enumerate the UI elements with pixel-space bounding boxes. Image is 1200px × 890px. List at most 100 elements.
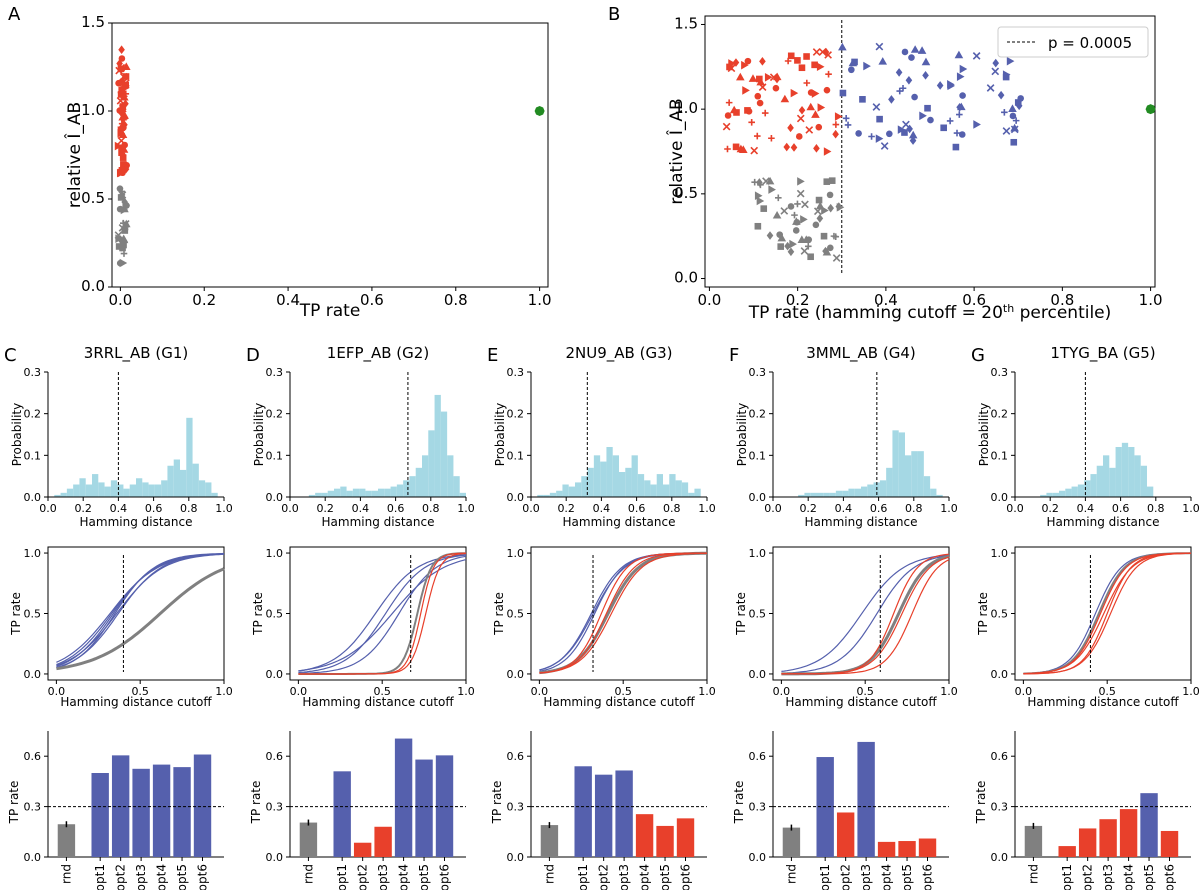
histogram-bar — [1040, 494, 1047, 497]
bar-category-label: opt2 — [356, 864, 370, 890]
panel-b-blue-point — [844, 121, 852, 129]
histogram-bar — [98, 482, 105, 497]
panel-b-blue-point — [909, 136, 917, 145]
hist-ytick-label: 0.2 — [24, 408, 42, 421]
panel-b-blue-point — [959, 64, 968, 74]
panel-a-ytick-label: 0.0 — [81, 277, 105, 295]
histogram-bar — [835, 490, 843, 497]
panel-b-native-point — [1145, 104, 1156, 115]
curve-ytick-label: 0.5 — [24, 608, 42, 621]
histogram-bar — [1147, 486, 1154, 497]
curve-xtick-label: 1.0 — [1182, 685, 1200, 698]
panel-a-random-point — [116, 259, 124, 267]
hist-xtick-label: 0.8 — [1147, 502, 1165, 515]
panel-b-blue-point — [991, 67, 1000, 76]
panel-f-label: F — [729, 345, 739, 366]
hist-ytick-label: 0.1 — [24, 449, 42, 462]
bar-category-label: opt6 — [679, 864, 693, 890]
bar-category-label: opt4 — [155, 864, 169, 890]
panel-b-blue-point — [986, 84, 995, 92]
panel-a-optimal-point — [122, 81, 129, 89]
histogram-bar — [911, 451, 918, 497]
panel-a-optimal-point — [120, 161, 127, 168]
hist-xtick-label: 1.0 — [457, 502, 475, 515]
histogram-bar — [936, 494, 943, 497]
panel-b-ylabel: relative Î_AB — [665, 98, 687, 204]
bar-ylabel: TP rate — [490, 781, 504, 825]
curve-axes-frame — [1014, 546, 1192, 681]
panel-b-red-point — [812, 48, 821, 56]
hist-ytick-label: 0.3 — [24, 366, 42, 379]
panel-b-red-point — [811, 110, 820, 118]
tp-bar-opt2 — [1078, 828, 1097, 857]
panel-b-blue-point — [922, 71, 929, 80]
panel-b-gray-point — [800, 247, 809, 255]
histogram-bar — [1059, 490, 1066, 497]
tp-bar-opt6 — [918, 838, 937, 857]
histogram-bar — [810, 492, 817, 497]
bar-ytick-label: 0.0 — [991, 851, 1009, 864]
histogram-bar — [568, 486, 575, 497]
histogram-bar — [867, 484, 874, 497]
tp-bar-opt4 — [152, 764, 171, 857]
curve-ytick-label: 0.0 — [991, 668, 1009, 681]
tp-bar-opt1 — [333, 771, 351, 857]
bar-category-label: opt1 — [335, 864, 349, 890]
histogram-bar — [1071, 486, 1078, 497]
histogram-bar — [148, 484, 155, 497]
panel-b-blue-point — [876, 115, 883, 123]
tp-bar-opt1 — [91, 773, 109, 857]
panel-a-optimal-point — [118, 164, 126, 172]
panel-b-gray-point — [836, 202, 845, 212]
bar-category-label: opt6 — [438, 864, 452, 890]
histogram-bar — [644, 480, 651, 497]
panel-b-xtick-label: 1.0 — [1139, 291, 1163, 309]
blue-tp-curve — [539, 552, 707, 672]
panel-b-red-point — [736, 72, 745, 81]
panel-b-red-point — [815, 123, 823, 131]
bar-category-label: opt3 — [376, 864, 390, 890]
panel-b-gray-point — [789, 239, 797, 249]
bar-category-label: opt4 — [397, 864, 411, 890]
histogram-bar — [650, 484, 657, 497]
panel-b-red-point — [741, 60, 749, 70]
curve-xtick-label: 0.0 — [531, 685, 549, 698]
bar-category-label: opt4 — [638, 864, 652, 890]
tp-bar-opt3 — [132, 768, 150, 857]
histogram-bar — [1134, 455, 1141, 497]
panel-d: 1EFP_AB (G2) 0.0 0.2 0.4 0.6 0.8 1.0 0.0 0.1 0.2 0… — [249, 344, 475, 890]
bar-ytick-label: 0.3 — [507, 801, 525, 814]
curve-xlabel: Hamming distance cutoff — [302, 695, 454, 709]
curve-xtick-label: 1.0 — [215, 685, 233, 698]
tp-bar-opt1 — [574, 766, 592, 857]
panel-b-red-point — [806, 102, 816, 111]
hist-xtick-label: 0.0 — [522, 502, 540, 515]
bar-category-label: opt5 — [900, 864, 914, 890]
red-tp-curve — [539, 552, 707, 674]
panel-b-gray-point — [828, 177, 836, 184]
histogram-bar — [434, 394, 441, 497]
histogram-bar — [1121, 442, 1129, 497]
panel-b-blue-point — [940, 124, 947, 132]
bar-category-label: opt2 — [597, 864, 611, 890]
panel-b-blue-point — [897, 125, 906, 134]
histogram-bar — [453, 476, 460, 497]
curve-xtick-label: 0.0 — [773, 685, 791, 698]
bar-category-label: opt5 — [175, 864, 189, 890]
panel-b-blue-point — [901, 48, 909, 56]
blue-tp-curve — [539, 552, 708, 671]
panel-a-optimal-point — [119, 154, 127, 161]
panel-b-xtick-label: 0.8 — [1050, 291, 1074, 309]
tp-bar-opt4 — [877, 841, 896, 857]
panel-b-blue-point — [958, 131, 966, 138]
panel-b-red-point — [805, 126, 814, 134]
panel-a-optimal-point — [118, 45, 125, 54]
histogram-bar — [422, 455, 429, 497]
panel-b-red-point — [823, 86, 831, 94]
histogram-bar — [631, 455, 638, 497]
panel-b-blue-point — [880, 142, 889, 150]
histogram-bar — [817, 492, 824, 497]
bar-category-label: rnd — [542, 864, 556, 884]
panel-b-blue-point — [872, 103, 881, 111]
panel-b-blue-point — [1010, 123, 1019, 132]
